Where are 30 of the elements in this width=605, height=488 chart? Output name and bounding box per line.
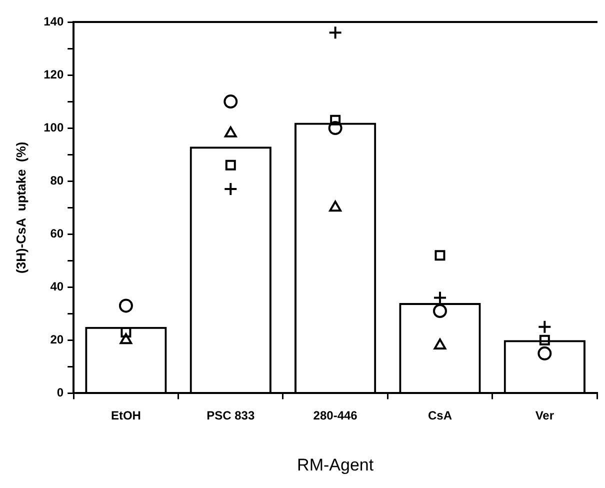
y-axis-title: (3H)-CsA uptake (%) <box>13 142 28 274</box>
y-tick-label: 20 <box>50 332 64 346</box>
x-axis-title: RM-Agent <box>297 455 374 474</box>
point <box>120 333 132 344</box>
point <box>539 334 550 346</box>
y-tick-label: 0 <box>56 386 64 400</box>
y-tick-label: 60 <box>50 226 64 240</box>
point <box>434 250 446 261</box>
point <box>434 338 446 350</box>
point <box>538 320 552 334</box>
point <box>328 121 342 136</box>
y-tick-label: 80 <box>50 173 64 188</box>
x-tick-label: Ver <box>535 408 554 423</box>
point <box>224 94 238 109</box>
x-tick-label: PSC 833 <box>206 408 255 423</box>
point <box>432 290 447 305</box>
y-tick-label: 140 <box>44 14 64 28</box>
point <box>329 200 342 212</box>
x-tick-label: CsA <box>428 408 452 423</box>
point <box>538 346 552 360</box>
y-tick-label: 40 <box>50 279 64 294</box>
point <box>328 26 342 40</box>
y-tick-label: 120 <box>44 67 64 82</box>
y-tick-label: 100 <box>44 120 64 134</box>
point <box>330 114 341 126</box>
point <box>118 298 133 313</box>
x-tick-label: 280-446 <box>313 408 358 423</box>
x-tick-label: EtOH <box>110 408 141 423</box>
point <box>432 304 447 318</box>
point <box>225 160 236 170</box>
